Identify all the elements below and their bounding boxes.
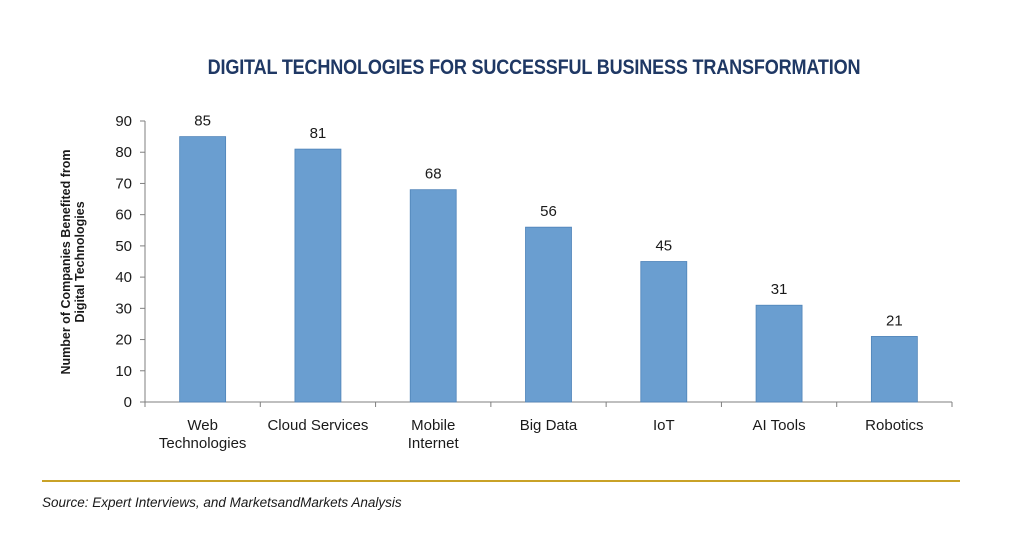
x-tick-label: Web Technologies	[159, 417, 247, 452]
bar	[294, 148, 342, 403]
data-label: 31	[771, 281, 788, 298]
x-tick-label: IoT	[653, 417, 675, 434]
y-tick-label: 0	[124, 394, 132, 411]
footer-separator	[42, 480, 960, 482]
data-label: 21	[886, 312, 903, 329]
bar-chart: 0 10 20 30 40 50 60 70 80 90 Number of Companies B…	[59, 113, 953, 452]
y-tick-label: 80	[115, 144, 132, 161]
y-tick-label: 30	[115, 300, 132, 317]
bar	[870, 336, 918, 403]
x-tick-label-line: Robotics	[865, 417, 923, 434]
y-tick-label: 50	[115, 238, 132, 255]
y-axis-title-line: Digital Technologies	[73, 201, 87, 322]
y-axis-title: Number of Companies Benefited fromDigita…	[59, 149, 87, 374]
x-tick-label-line: IoT	[653, 417, 675, 434]
bar	[640, 261, 688, 403]
y-tick-label: 10	[115, 363, 132, 380]
x-tick-label: Robotics	[865, 417, 923, 434]
x-tick-label-line: Technologies	[159, 435, 247, 452]
y-axis-title-line: Number of Companies Benefited from	[59, 149, 73, 374]
data-label: 68	[425, 166, 442, 183]
data-label: 45	[655, 238, 672, 255]
x-tick-label-line: Mobile	[411, 417, 455, 434]
y-tick-label: 60	[115, 207, 132, 224]
source-note: Source: Expert Interviews, and Marketsan…	[42, 495, 402, 510]
y-tick-label: 40	[115, 269, 132, 286]
data-label: 56	[540, 203, 557, 220]
y-tick-label: 70	[115, 175, 132, 192]
x-tick-label-line: Big Data	[520, 417, 578, 434]
x-tick-label: Big Data	[520, 417, 578, 434]
x-tick-label: Cloud Services	[267, 417, 368, 434]
y-tick-label: 20	[115, 332, 132, 349]
x-tick-label: AI Tools	[753, 417, 806, 434]
x-tick-label-line: Cloud Services	[267, 417, 368, 434]
chart-title: DIGITAL TECHNOLOGIES FOR SUCCESSFUL BUSI…	[207, 56, 861, 79]
data-label: 81	[310, 125, 327, 142]
bar	[755, 304, 803, 403]
y-tick-label: 90	[115, 113, 132, 130]
bar	[179, 136, 227, 403]
x-tick-label-line: Internet	[408, 435, 460, 452]
x-tick-label-line: AI Tools	[753, 417, 806, 434]
bar	[409, 189, 457, 403]
bar	[525, 226, 572, 403]
x-tick-label-line: Web	[187, 417, 218, 434]
data-label: 85	[194, 113, 211, 130]
x-tick-label: Mobile Internet	[408, 417, 460, 452]
